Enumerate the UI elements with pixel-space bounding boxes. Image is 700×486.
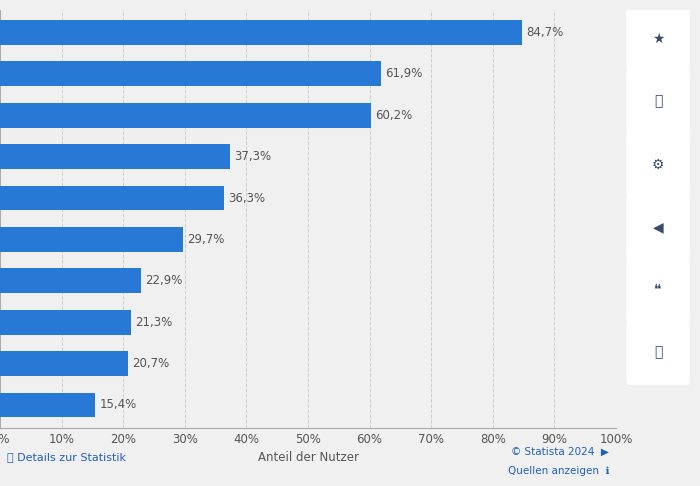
Bar xyxy=(0,393,95,417)
FancyBboxPatch shape xyxy=(626,7,690,71)
FancyBboxPatch shape xyxy=(626,69,690,134)
Bar xyxy=(0,310,131,334)
X-axis label: Anteil der Nutzer: Anteil der Nutzer xyxy=(258,451,358,464)
Bar xyxy=(0,186,223,210)
Text: ◀: ◀ xyxy=(652,220,664,234)
FancyBboxPatch shape xyxy=(626,258,690,322)
Text: ⓘ Details zur Statistik: ⓘ Details zur Statistik xyxy=(7,452,126,462)
Text: 36,3%: 36,3% xyxy=(228,191,265,205)
Text: 29,7%: 29,7% xyxy=(188,233,225,246)
Text: 21,3%: 21,3% xyxy=(136,315,173,329)
Text: ❝: ❝ xyxy=(654,283,661,297)
Text: Quellen anzeigen  ℹ: Quellen anzeigen ℹ xyxy=(508,467,609,476)
Text: 37,3%: 37,3% xyxy=(234,150,271,163)
FancyBboxPatch shape xyxy=(626,195,690,260)
Bar xyxy=(0,103,371,128)
Text: 🖨: 🖨 xyxy=(654,346,662,360)
Text: 15,4%: 15,4% xyxy=(99,399,136,412)
FancyBboxPatch shape xyxy=(626,132,690,197)
Bar xyxy=(0,144,230,169)
Bar xyxy=(0,227,183,252)
Text: ★: ★ xyxy=(652,32,664,46)
Bar xyxy=(0,351,127,376)
Text: 61,9%: 61,9% xyxy=(386,68,423,80)
Text: 🔔: 🔔 xyxy=(654,95,662,109)
Bar xyxy=(0,20,522,45)
FancyBboxPatch shape xyxy=(626,320,690,385)
Text: © Statista 2024  ▶: © Statista 2024 ▶ xyxy=(511,447,609,457)
Bar xyxy=(0,268,141,293)
Text: 84,7%: 84,7% xyxy=(526,26,564,39)
Bar xyxy=(0,61,382,87)
Text: 20,7%: 20,7% xyxy=(132,357,169,370)
Text: ⚙: ⚙ xyxy=(652,157,664,172)
Text: 60,2%: 60,2% xyxy=(375,109,412,122)
Text: 22,9%: 22,9% xyxy=(146,274,183,287)
